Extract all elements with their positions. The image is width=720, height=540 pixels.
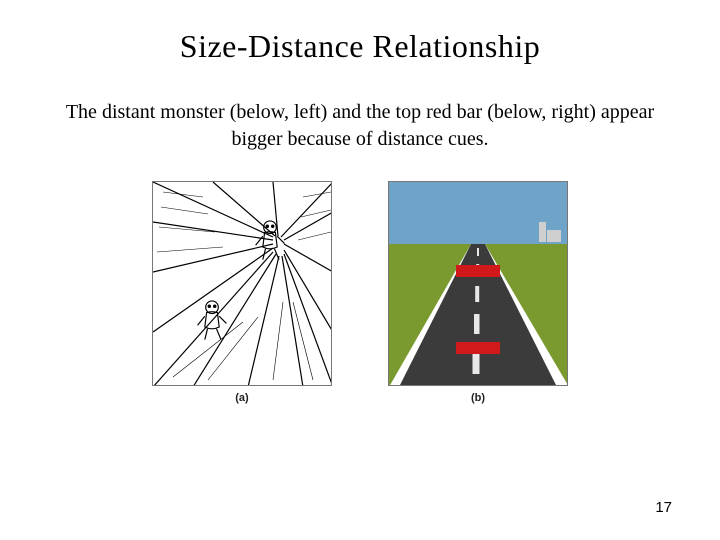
figure-a-image [152, 181, 332, 386]
figure-a-caption: (a) [235, 392, 248, 404]
slide-body-text: The distant monster (below, left) and th… [0, 65, 720, 153]
figure-a: (a) [152, 181, 332, 404]
figure-row: (a) [0, 181, 720, 404]
figure-b: (b) [388, 181, 568, 404]
red-bar-far [456, 265, 500, 277]
page-number: 17 [655, 499, 672, 516]
figure-b-image [388, 181, 568, 386]
slide-title: Size-Distance Relationship [0, 0, 720, 65]
red-bar-near [456, 342, 500, 354]
figure-b-caption: (b) [471, 392, 485, 404]
